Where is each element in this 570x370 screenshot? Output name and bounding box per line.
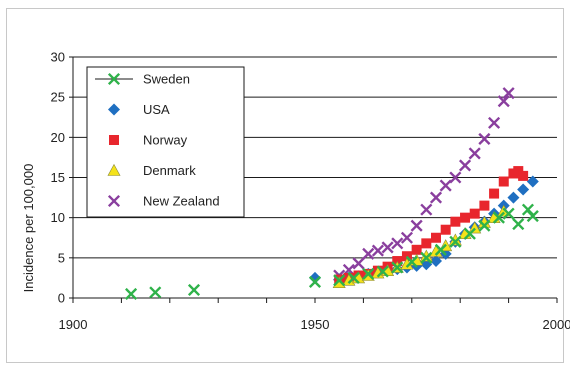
sweden-point <box>434 243 447 256</box>
sweden-point <box>478 219 491 232</box>
sweden-point <box>420 251 433 264</box>
sweden-point <box>463 227 476 240</box>
y-tick-label: 0 <box>58 291 65 306</box>
sweden-point <box>502 207 515 220</box>
new-zealand-point <box>458 159 472 172</box>
usa-point <box>507 191 520 204</box>
denmark-point <box>448 233 462 246</box>
x-tick-label: 2000 <box>543 317 570 332</box>
norway-point <box>421 238 432 249</box>
usa-point <box>526 175 539 188</box>
y-tick-label: 10 <box>51 210 65 225</box>
new-zealand-point <box>449 171 462 184</box>
y-tick-label: 20 <box>51 130 65 145</box>
sweden-point <box>526 210 539 223</box>
usa-point <box>517 183 530 196</box>
sweden-point <box>308 275 322 288</box>
legend-label-denmark: Denmark <box>143 163 196 178</box>
new-zealand-point <box>400 231 414 244</box>
legend-marker-new-zealand <box>107 194 121 208</box>
sweden-point <box>125 287 138 301</box>
sweden-point <box>149 286 162 299</box>
y-tick-label: 30 <box>51 50 65 65</box>
sweden-point <box>492 211 505 224</box>
new-zealand-point <box>439 179 452 192</box>
new-zealand-point <box>371 244 384 257</box>
norway-point <box>460 212 471 223</box>
legend-marker-sweden <box>107 72 121 86</box>
legend-label-sweden: Sweden <box>143 72 190 87</box>
legend-label-usa: USA <box>143 102 170 117</box>
y-tick-label: 5 <box>58 250 65 265</box>
new-zealand-point <box>502 87 515 100</box>
x-tick-label: 1950 <box>301 317 330 332</box>
norway-point <box>518 170 529 181</box>
sweden-point <box>347 271 360 284</box>
norway-point <box>450 216 461 227</box>
legend-marker-denmark <box>107 163 121 176</box>
usa-point <box>430 255 442 268</box>
data-marks <box>125 87 539 301</box>
legend: Sweden USA Norway Denmark New Zealand <box>86 66 245 218</box>
sweden-point <box>362 267 375 280</box>
new-zealand-point <box>391 237 404 250</box>
sweden-point <box>376 265 389 278</box>
sweden-point <box>391 261 404 274</box>
norway-point <box>489 188 500 199</box>
new-zealand-point <box>497 95 510 108</box>
norway-point <box>411 244 422 255</box>
new-zealand-point <box>352 257 365 270</box>
y-axis-title: Incidence per 100,000 <box>21 164 36 293</box>
new-zealand-point <box>362 247 375 260</box>
legend-label-norway: Norway <box>143 133 188 148</box>
norway-point <box>401 251 412 262</box>
y-tick-label: 25 <box>51 90 65 105</box>
new-zealand-point <box>420 203 433 216</box>
legend-marker-norway <box>109 135 119 145</box>
new-zealand-point <box>410 219 423 232</box>
sweden-point <box>187 283 201 297</box>
usa-point <box>309 271 321 284</box>
new-zealand-point <box>488 116 501 129</box>
norway-point <box>498 176 509 187</box>
new-zealand-point <box>468 147 481 160</box>
legend-label-new-zealand: New Zealand <box>143 194 220 209</box>
norway-point <box>469 208 480 219</box>
norway-point <box>431 232 441 243</box>
norway-point <box>440 224 451 235</box>
sweden-point <box>333 274 346 287</box>
sweden-point <box>405 255 418 268</box>
y-tick-label: 15 <box>51 170 65 185</box>
sweden-point <box>512 218 525 231</box>
new-zealand-point <box>429 191 443 204</box>
legend-marker-usa <box>108 103 120 116</box>
sweden-point <box>449 235 462 248</box>
axes: 0 5 10 15 20 25 30 1900 1950 2000 <box>51 50 570 333</box>
norway-point <box>479 200 490 211</box>
new-zealand-point <box>381 241 394 254</box>
new-zealand-point <box>478 132 491 145</box>
x-tick-label: 1900 <box>59 317 88 332</box>
